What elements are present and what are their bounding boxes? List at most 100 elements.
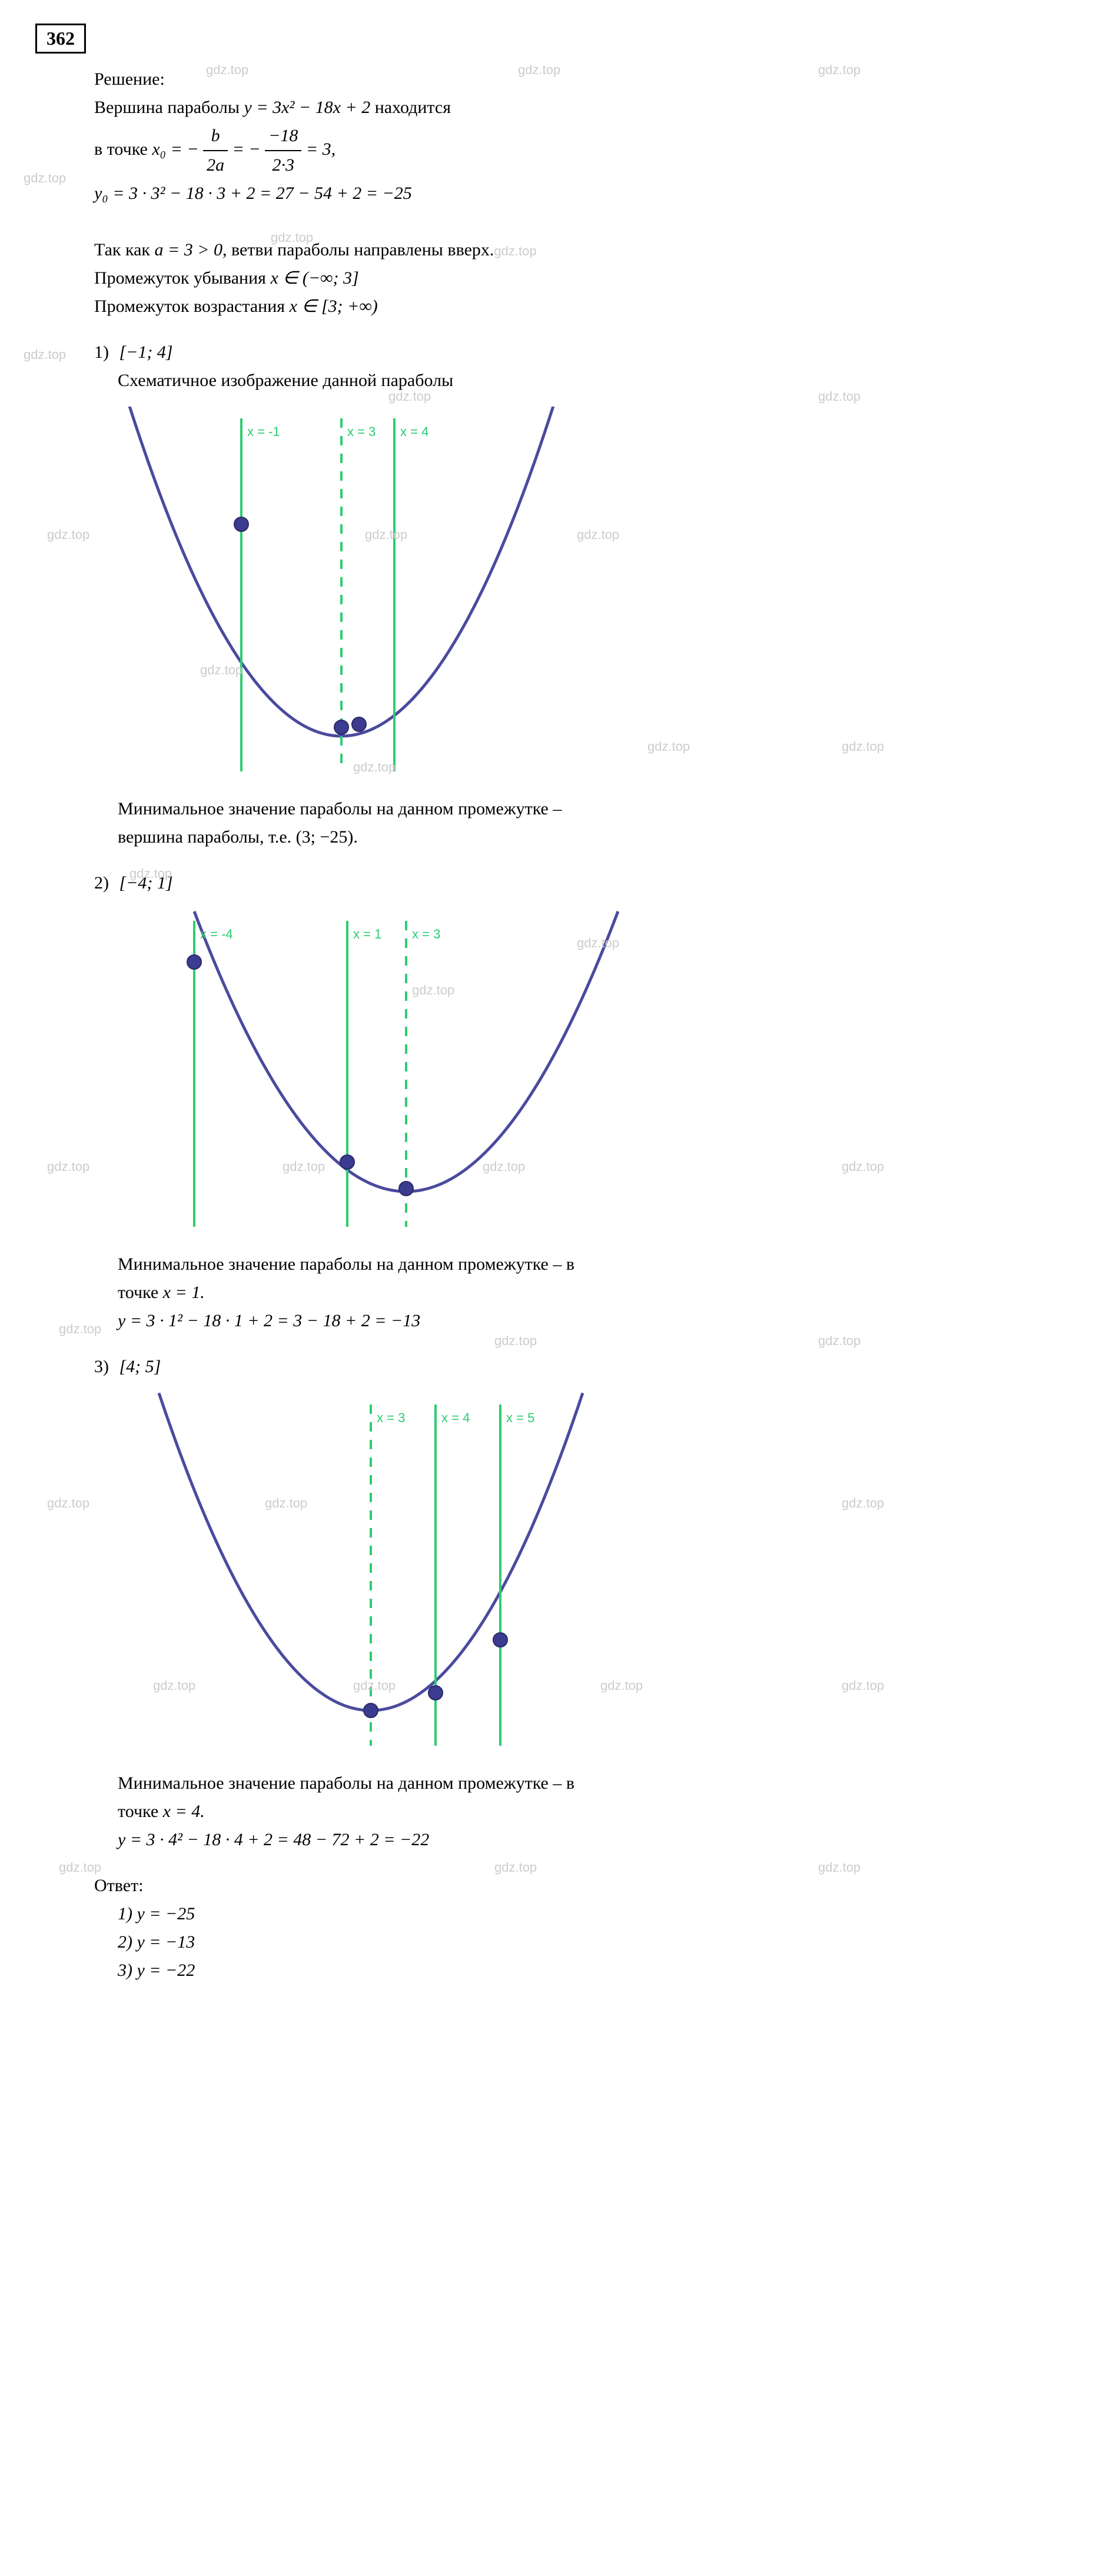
- svg-text:x = 3: x = 3: [377, 1410, 405, 1425]
- formula: x ∈ [3; +∞): [290, 297, 378, 316]
- intro-line3: y₀ = 3 · 3² − 18 · 3 + 2 = 27 − 54 + 2 =…: [94, 179, 1078, 208]
- svg-text:x = 4: x = 4: [441, 1410, 470, 1425]
- text: Так как: [94, 240, 154, 259]
- answer-list: 1) y = −25 2) y = −13 3) y = −22: [118, 1900, 1078, 1985]
- part2-calc: y = 3 · 1² − 18 · 1 + 2 = 3 − 18 + 2 = −…: [118, 1307, 1078, 1335]
- text: Вершина параболы: [94, 98, 244, 117]
- watermark: gdz.top: [818, 1857, 861, 1878]
- answer-section: Ответ: 1) y = −25 2) y = −13 3) y = −22: [94, 1872, 1078, 1985]
- watermark: gdz.top: [353, 757, 396, 777]
- answer-1: 1) y = −25: [118, 1900, 1078, 1928]
- interval: [−1; 4]: [119, 342, 173, 362]
- part2-conclusion1: Минимальное значение параболы на данном …: [118, 1250, 1078, 1279]
- formula: x ∈ (−∞; 3]: [270, 268, 358, 288]
- chart3-container: x = 4x = 5x = 3 gdz.top gdz.top gdz.top …: [118, 1393, 1078, 1758]
- text: , ветви параболы направлены вверх.: [222, 240, 494, 259]
- watermark: gdz.top: [47, 1493, 89, 1513]
- watermark: gdz.top: [600, 1675, 643, 1696]
- watermark: gdz.top: [577, 933, 619, 953]
- part3-conclusion1: Минимальное значение параболы на данном …: [118, 1769, 1078, 1798]
- formula: x = 1.: [163, 1283, 205, 1302]
- watermark: gdz.top: [647, 736, 690, 757]
- part2-conclusion2: точке x = 1.: [118, 1279, 1078, 1307]
- part1-header: 1) [−1; 4]: [94, 338, 1078, 367]
- watermark: gdz.top: [842, 1156, 884, 1177]
- text: находится: [370, 98, 451, 117]
- watermark: gdz.top: [818, 59, 861, 80]
- formula: a = 3 > 0: [154, 240, 222, 259]
- watermark: gdz.top: [283, 1156, 325, 1177]
- watermark: gdz.top: [353, 1675, 396, 1696]
- numerator: b: [203, 122, 228, 151]
- answer-3: 3) y = −22: [118, 1956, 1078, 1985]
- watermark: gdz.top: [518, 59, 560, 80]
- watermark: gdz.top: [365, 524, 407, 545]
- solution-content: gdz.top gdz.top gdz.top Решение: Вершина…: [94, 65, 1078, 1985]
- watermark: gdz.top: [271, 227, 313, 248]
- text: точке: [118, 1802, 163, 1821]
- intro-section: Решение: Вершина параболы y = 3x² − 18x …: [94, 65, 1078, 321]
- watermark: gdz.top: [842, 736, 884, 757]
- part3-calc: y = 3 · 4² − 18 · 4 + 2 = 48 − 72 + 2 = …: [118, 1826, 1078, 1854]
- part-number: 2): [94, 873, 109, 893]
- watermark: gdz.top: [24, 168, 66, 188]
- intro-line5: Промежуток убывания x ∈ (−∞; 3]: [94, 264, 1078, 292]
- watermark: gdz.top: [24, 344, 66, 365]
- watermark: gdz.top: [129, 863, 172, 884]
- denominator: 2·3: [265, 151, 301, 179]
- watermark: gdz.top: [59, 1857, 101, 1878]
- answer-label: Ответ:: [94, 1872, 1078, 1900]
- formula: x₀ = −: [152, 139, 198, 159]
- answer-2: 2) y = −13: [118, 1928, 1078, 1956]
- watermark: gdz.top: [494, 244, 536, 258]
- watermark: gdz.top: [494, 1857, 537, 1878]
- watermark: gdz.top: [842, 1493, 884, 1513]
- svg-text:x = 4: x = 4: [400, 424, 428, 439]
- watermark: gdz.top: [59, 1319, 101, 1339]
- watermark: gdz.top: [47, 1156, 89, 1177]
- watermark: gdz.top: [494, 1330, 537, 1351]
- numerator: −18: [265, 122, 301, 151]
- denominator: 2a: [203, 151, 228, 179]
- formula: x = 4.: [163, 1802, 205, 1821]
- chart3: x = 4 x = 5 x = 3: [118, 1393, 647, 1758]
- watermark: gdz.top: [206, 59, 248, 80]
- svg-text:x = -4: x = -4: [200, 927, 233, 941]
- watermark: gdz.top: [412, 980, 454, 1000]
- watermark: gdz.top: [200, 660, 242, 680]
- chart1: x = -1x = 4x = 3: [118, 407, 647, 783]
- part-number: 1): [94, 342, 109, 362]
- intro-line2: в точке x₀ = − b2a = − −182·3 = 3,: [94, 122, 1078, 179]
- text: Промежуток возрастания: [94, 297, 290, 316]
- part1-conclusion2: вершина параболы, т.е. (3; −25).: [118, 823, 1078, 851]
- text: в точке: [94, 139, 152, 159]
- part-number: 3): [94, 1357, 109, 1376]
- chart2-container: x = -4x = 1x = 3 gdz.top gdz.top gdz.top…: [118, 909, 1078, 1239]
- part3-header: 3) [4; 5]: [94, 1353, 1078, 1381]
- intro-line6: Промежуток возрастания x ∈ [3; +∞): [94, 292, 1078, 321]
- watermark: gdz.top: [388, 386, 431, 407]
- watermark: gdz.top: [153, 1675, 195, 1696]
- problem-number-box: 362: [35, 24, 86, 54]
- fraction: b2a: [203, 122, 228, 179]
- interval: [4; 5]: [119, 1357, 161, 1376]
- formula: y = 3x² − 18x + 2: [244, 98, 371, 117]
- part2-section: gdz.top 2) [−4; 1] x = -4x = 1x = 3 gdz.…: [94, 869, 1078, 1335]
- part3-section: 3) [4; 5] x = 4 x = 5 x = 3 gdz.top gdz.to…: [94, 1353, 1078, 1854]
- formula: = 3,: [306, 139, 335, 159]
- watermark: gdz.top: [265, 1493, 307, 1513]
- part3-conclusion2: точке x = 4.: [118, 1798, 1078, 1826]
- problem-number: 362: [46, 28, 75, 49]
- svg-text:x = 3: x = 3: [347, 424, 376, 439]
- watermark: gdz.top: [818, 386, 861, 407]
- part1-conclusion1: Минимальное значение параболы на данном …: [118, 795, 1078, 823]
- svg-text:x = 5: x = 5: [506, 1410, 534, 1425]
- part2-header: 2) [−4; 1]: [94, 869, 1078, 897]
- formula: = −: [232, 139, 261, 159]
- intro-line1: Вершина параболы y = 3x² − 18x + 2 наход…: [94, 94, 1078, 122]
- svg-text:x = 3: x = 3: [412, 927, 440, 941]
- part1-caption: Схематичное изображение данной параболы: [118, 367, 1078, 395]
- text: точке: [118, 1283, 163, 1302]
- text: Промежуток убывания: [94, 268, 270, 288]
- chart2: x = -4x = 1x = 3: [118, 909, 647, 1239]
